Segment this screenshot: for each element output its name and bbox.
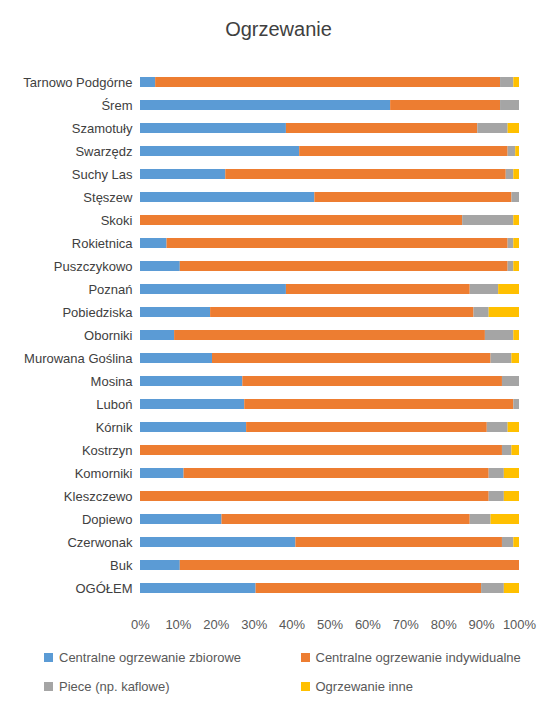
svg-text:Kleszczewo: Kleszczewo <box>64 489 133 504</box>
svg-text:Luboń: Luboń <box>96 397 132 412</box>
svg-text:Swarzędz: Swarzędz <box>75 144 132 159</box>
svg-text:Stęszew: Stęszew <box>83 190 133 205</box>
svg-text:10%: 10% <box>165 617 191 632</box>
svg-text:Rokietnica: Rokietnica <box>72 236 133 251</box>
svg-text:Czerwonak: Czerwonak <box>67 535 133 550</box>
svg-text:40%: 40% <box>279 617 305 632</box>
svg-text:Oborniki: Oborniki <box>84 328 133 343</box>
svg-text:Puszczykowo: Puszczykowo <box>54 259 133 274</box>
html-text:Ogrzewanie inne: Ogrzewanie inne <box>315 679 414 694</box>
svg-text:30%: 30% <box>241 617 267 632</box>
svg-text:50%: 50% <box>317 617 343 632</box>
html-text:Centralne ogrzewanie indywidua: Centralne ogrzewanie indywidualne <box>315 650 521 665</box>
svg-text:Poznań: Poznań <box>88 282 132 297</box>
svg-text:90%: 90% <box>469 617 495 632</box>
svg-text:Pobiedziska: Pobiedziska <box>62 305 133 320</box>
svg-text:Murowana Goślina: Murowana Goślina <box>24 351 133 366</box>
svg-text:Dopiewo: Dopiewo <box>82 512 133 527</box>
svg-text:20%: 20% <box>203 617 229 632</box>
svg-text:Śrem: Śrem <box>101 98 132 113</box>
svg-text:Skoki: Skoki <box>101 213 133 228</box>
svg-text:Szamotuły: Szamotuły <box>72 121 133 136</box>
svg-text:OGÓŁEM: OGÓŁEM <box>75 581 132 596</box>
svg-text:100%: 100% <box>503 617 537 632</box>
svg-text:60%: 60% <box>355 617 381 632</box>
svg-text:Buk: Buk <box>110 558 133 573</box>
svg-text:70%: 70% <box>393 617 419 632</box>
svg-text:Komorniki: Komorniki <box>75 466 133 481</box>
svg-text:Tarnowo Podgórne: Tarnowo Podgórne <box>23 75 132 90</box>
svg-text:Kostrzyn: Kostrzyn <box>82 443 133 458</box>
html-text:Piece (np. kaflowe): Piece (np. kaflowe) <box>59 679 170 694</box>
svg-text:80%: 80% <box>431 617 457 632</box>
svg-text:Suchy Las: Suchy Las <box>72 167 133 182</box>
html-text:Ogrzewanie: Ogrzewanie <box>225 18 332 40</box>
svg-text:0%: 0% <box>131 617 150 632</box>
svg-text:Mosina: Mosina <box>91 374 134 389</box>
svg-text:Kórnik: Kórnik <box>96 420 133 435</box>
html-text:Centralne ogrzewanie zbiorowe: Centralne ogrzewanie zbiorowe <box>59 650 242 665</box>
